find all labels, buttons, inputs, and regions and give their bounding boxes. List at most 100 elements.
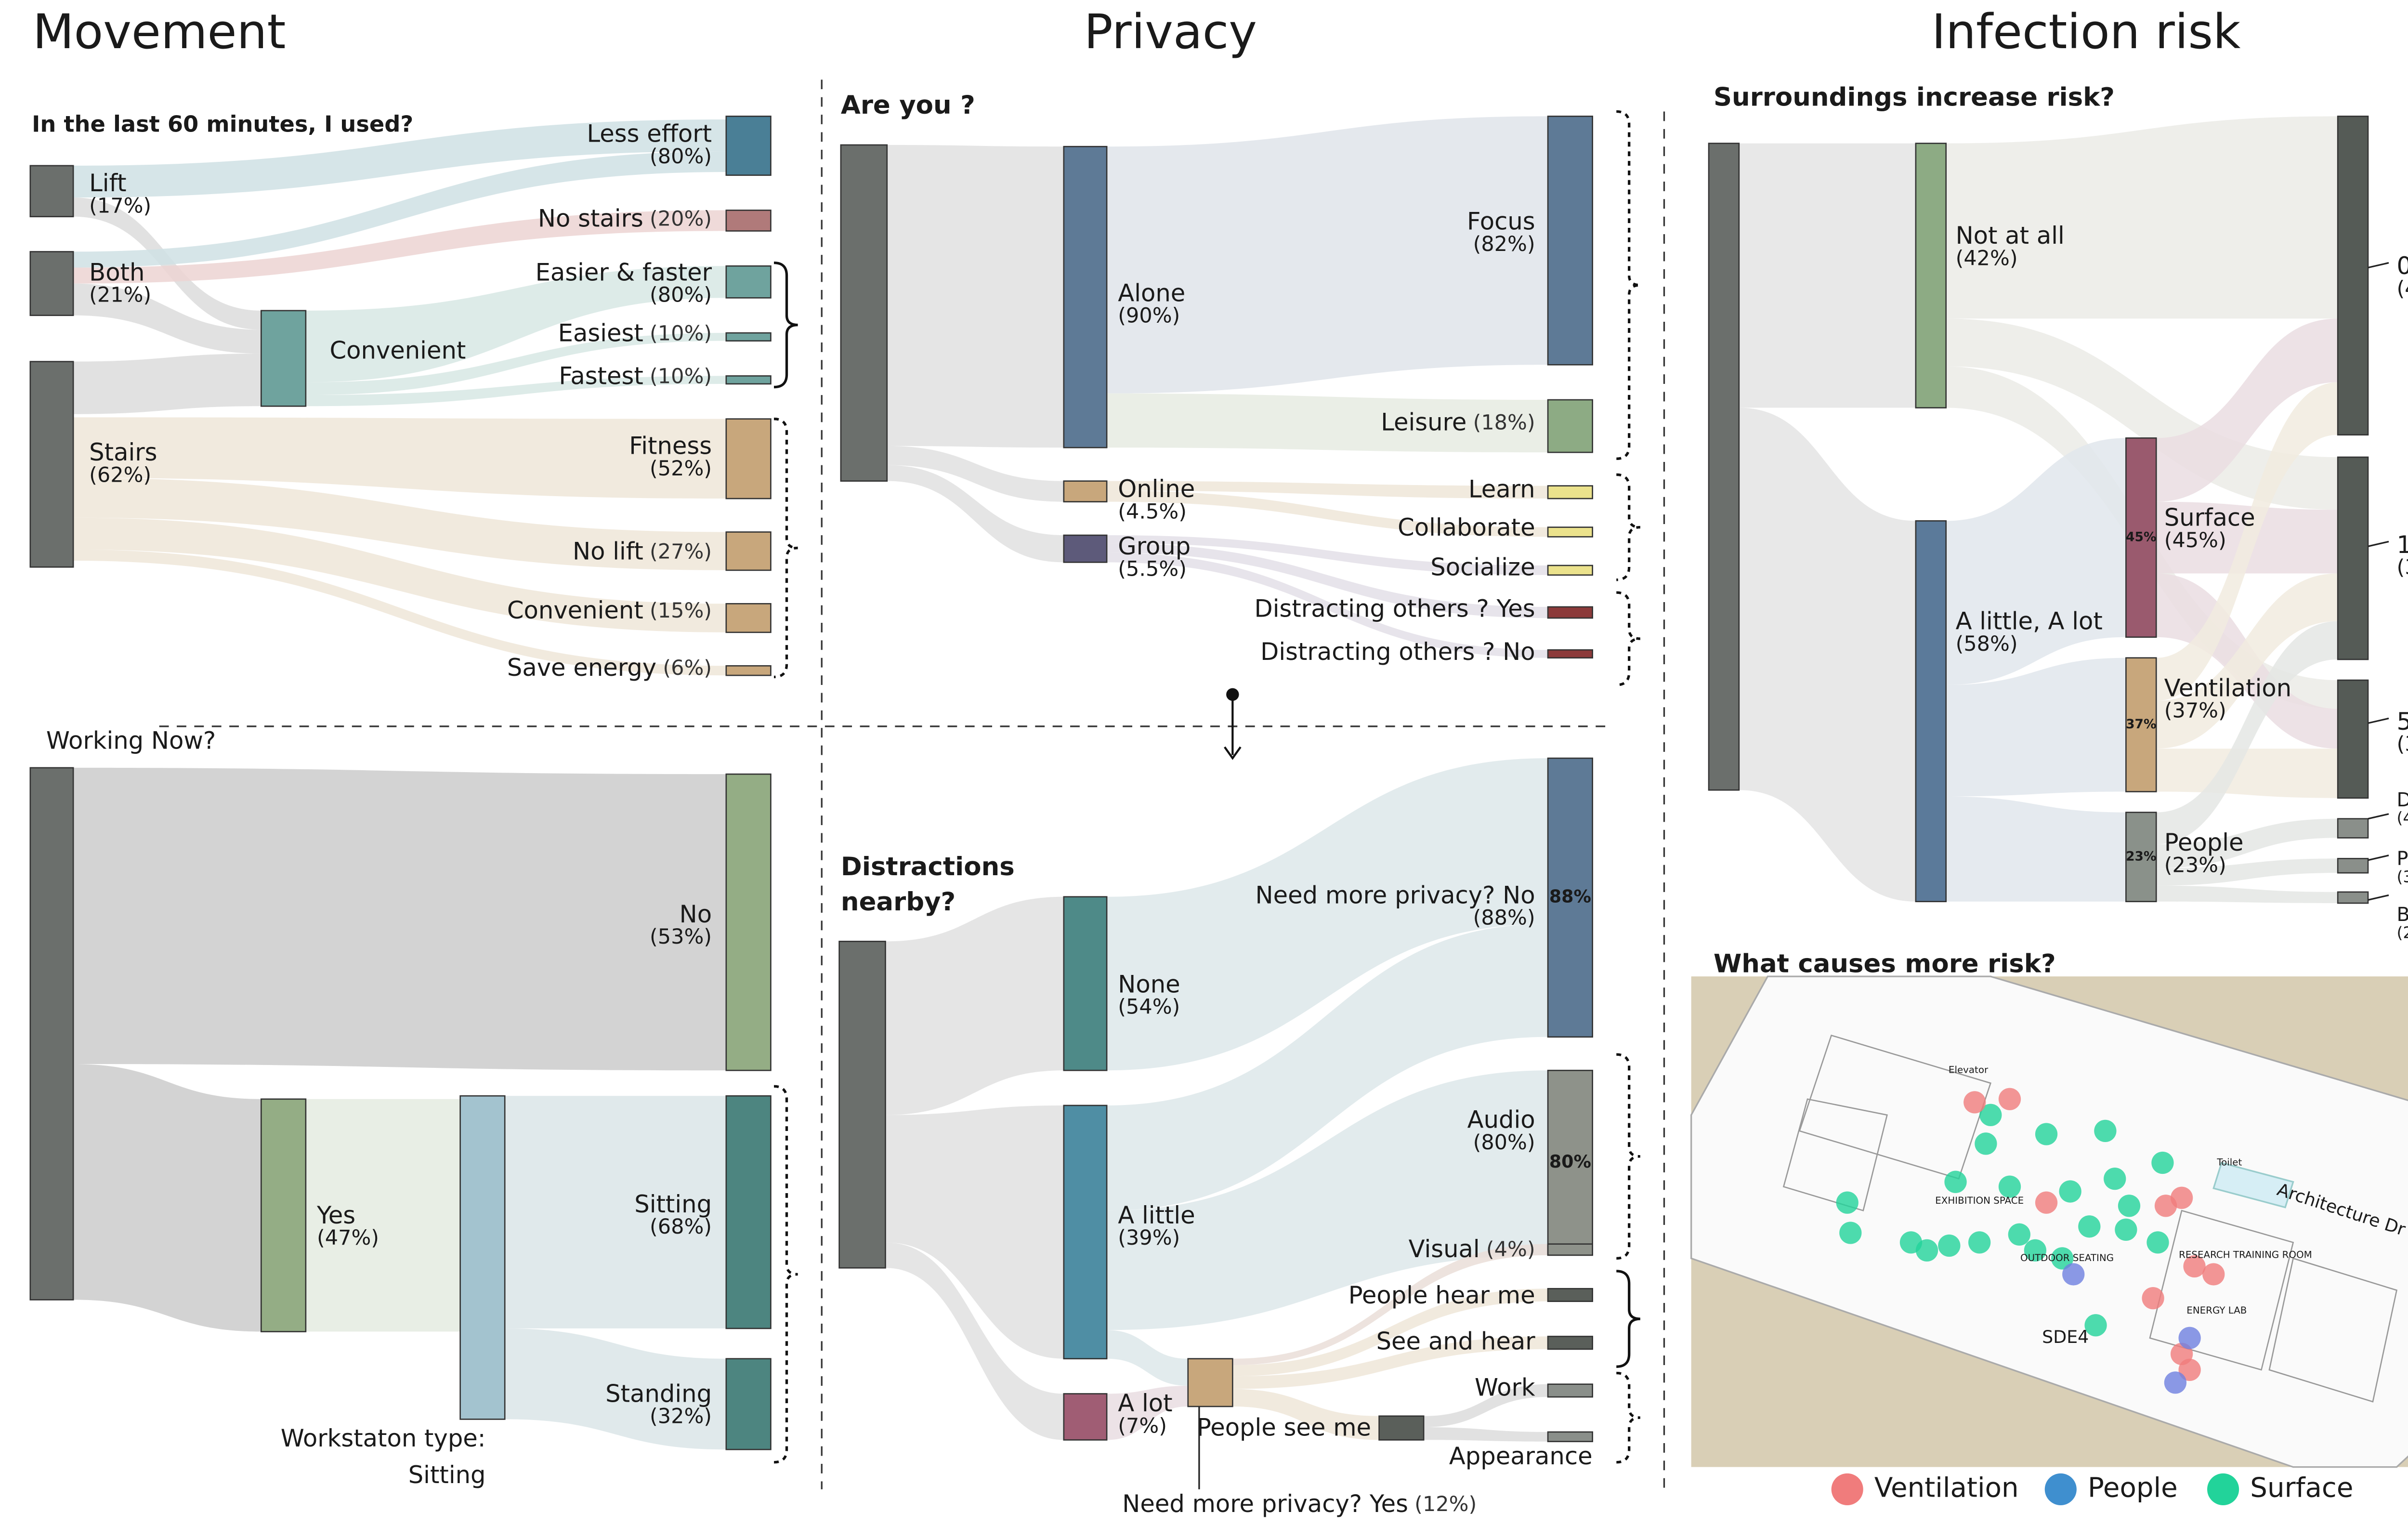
- map-dot: [2078, 1215, 2101, 1238]
- flow: [305, 376, 726, 407]
- node-sub: (39%): [1118, 1226, 1180, 1250]
- map-dot: [1998, 1175, 2021, 1198]
- node-label: People hear me: [1348, 1281, 1535, 1309]
- node-inner-label: 88%: [1549, 886, 1591, 907]
- node-label: 0 Pax: [2397, 252, 2408, 280]
- map-dot: [2151, 1151, 2174, 1174]
- flow: [885, 1105, 1064, 1359]
- node: [2337, 858, 2369, 874]
- map-dot: [2146, 1231, 2169, 1254]
- node: [2125, 657, 2157, 792]
- node: [725, 265, 772, 299]
- node-sub: (32%): [650, 1405, 712, 1429]
- node: [1187, 1358, 1233, 1407]
- node-label: Easier & faster: [536, 258, 712, 286]
- label-part: No lift: [573, 537, 643, 565]
- node-sub: (54%): [1118, 995, 1180, 1019]
- node: [459, 1095, 506, 1420]
- node: [1547, 1243, 1593, 1256]
- node: [1915, 520, 1947, 903]
- label-part: See and hear: [1376, 1327, 1536, 1355]
- question: Distractions nearby?: [841, 852, 1015, 917]
- map-dot: [2035, 1191, 2058, 1214]
- node-label: Need more privacy? No: [1255, 881, 1535, 909]
- flow: [2156, 749, 2338, 798]
- map-label: SDE4: [2042, 1327, 2089, 1347]
- flow: [73, 283, 262, 354]
- flow: [1107, 758, 1548, 1071]
- map-dot: [2024, 1239, 2047, 1262]
- node-label: A little, A lot: [1956, 607, 2103, 635]
- leader: [2368, 894, 2389, 901]
- node-label: Standing: [605, 1380, 712, 1407]
- node: [1547, 1336, 1593, 1350]
- map-dot: [2035, 1123, 2058, 1145]
- node: [1063, 1104, 1108, 1360]
- node-sub: (82%): [1473, 232, 1535, 256]
- map-dot: [1938, 1234, 1961, 1257]
- map-dot: [2062, 1263, 2085, 1286]
- node-sub: (53%): [650, 925, 712, 949]
- node: [725, 665, 772, 676]
- node: [2337, 679, 2369, 799]
- node-label: No stairs (20%): [538, 204, 712, 232]
- map-label: Toilet: [2216, 1157, 2242, 1168]
- flow: [1107, 923, 1548, 1211]
- node-label: Ventilation: [2164, 674, 2291, 702]
- node-label: Save energy (6%): [507, 653, 712, 681]
- flow: [1107, 481, 1548, 499]
- leader: [2368, 262, 2389, 269]
- node: [1063, 534, 1108, 563]
- flow: [505, 1328, 726, 1450]
- flow: [1107, 1070, 1548, 1330]
- flow: [73, 417, 726, 499]
- label-part: (6%): [663, 656, 712, 680]
- node-label: Easiest (10%): [558, 319, 712, 347]
- map-dot: [1979, 1104, 2002, 1126]
- label-part: Distracting others ? Yes: [1255, 594, 1535, 622]
- node-sub: (37%): [2164, 699, 2226, 723]
- flow: [305, 266, 726, 382]
- brace: [1616, 110, 1640, 460]
- label-part: Fastest: [559, 362, 643, 390]
- label-part: (20%): [650, 207, 712, 231]
- flow: [73, 210, 726, 284]
- map-label: EXHIBITION SPACE: [1935, 1195, 2024, 1206]
- label-part: Need more privacy? Yes: [1122, 1489, 1408, 1517]
- flow: [1107, 116, 1548, 394]
- node-label: People: [2164, 828, 2244, 856]
- flow: [1232, 1389, 1379, 1440]
- flow: [1232, 1336, 1548, 1389]
- flow: [885, 1242, 1064, 1440]
- node: [1547, 757, 1593, 1038]
- flow: [1107, 1385, 1188, 1440]
- question: Surroundings increase risk?: [1714, 83, 2115, 112]
- node-sub: (47%): [317, 1226, 379, 1250]
- label-part: Convenient: [507, 596, 643, 624]
- node: [1063, 145, 1108, 448]
- label-part: (10%): [650, 321, 712, 345]
- node-sub: Sitting: [408, 1461, 486, 1489]
- map-dot: [1944, 1170, 1967, 1193]
- node-label: Less effort: [587, 120, 712, 148]
- map-dot: [2115, 1218, 2137, 1241]
- node: [1547, 485, 1593, 500]
- flow: [1107, 393, 1548, 453]
- flow: [1107, 552, 1548, 658]
- flow: [1739, 143, 1916, 408]
- leader: [2368, 717, 2389, 724]
- node-sub: (40%): [2397, 808, 2408, 827]
- map-room: [2212, 1162, 2294, 1209]
- label-part: Socialize: [1430, 553, 1535, 581]
- flow: [2156, 818, 2338, 868]
- node-label: Audio: [1467, 1106, 1535, 1134]
- node-label: Sitting: [634, 1190, 712, 1218]
- leader: [2368, 540, 2389, 547]
- label-part: (12%): [1414, 1492, 1477, 1516]
- node-label: Both: [89, 258, 144, 286]
- node: [260, 310, 307, 407]
- map-dot: [1963, 1091, 1986, 1114]
- node: [2125, 812, 2157, 903]
- node: [725, 332, 772, 342]
- node: [1547, 649, 1593, 659]
